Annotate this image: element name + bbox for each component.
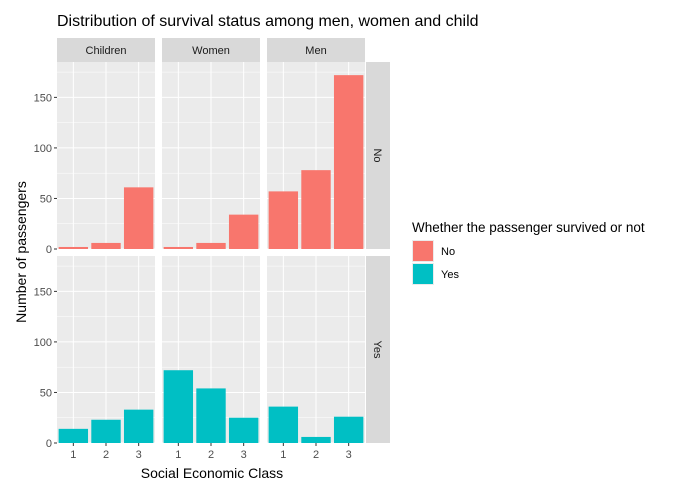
bar-children-no-class-1 [58,246,89,249]
y-tick-label: 0 [46,244,52,256]
facet-strip-children [57,38,155,62]
panels: Children Women Men No Yes 0 50 100 150 0 50 100 150 1… [34,38,390,461]
legend-label-yes: Yes [441,269,459,281]
legend-swatch-yes [413,264,433,284]
x-tick-label: 1 [280,449,286,461]
x-tick-label: 1 [70,449,76,461]
bar-children-no-class-2 [91,242,121,249]
x-tick-label: 1 [175,449,181,461]
x-tick-label: 2 [103,449,109,461]
bar-men-no-class-2 [301,170,331,249]
x-tick-label: 2 [313,449,319,461]
facet-strip-no [366,62,390,249]
y-tick-label: 150 [34,286,52,298]
facet-strip-women [162,38,260,62]
y-tick-label: 0 [46,438,52,450]
chart-title: Distribution of survival status among me… [57,13,479,30]
bar-men-yes-class-2 [301,436,331,443]
y-tick-label: 50 [40,387,52,399]
bar-children-yes-class-1 [58,428,89,443]
facet-label-women: Women [192,45,230,57]
y-tick-label: 100 [34,143,52,155]
x-tick-label: 3 [346,449,352,461]
facet-label-yes: Yes [371,341,383,359]
bar-men-yes-class-3 [333,416,364,443]
facet-label-no: No [371,148,383,162]
bar-women-yes-class-2 [196,388,226,443]
y-axis-title: Number of passengers [13,181,29,323]
facet-strip-men [267,38,365,62]
facet-strip-yes [366,256,390,443]
bar-men-no-class-3 [333,75,364,250]
bar-women-no-class-1 [163,246,194,249]
x-tick-label: 2 [208,449,214,461]
bar-women-no-class-3 [228,214,259,249]
bar-children-yes-class-2 [91,419,121,443]
y-tick-label: 100 [34,337,52,349]
x-axis-title: Social Economic Class [141,465,283,481]
legend-label-no: No [441,246,455,258]
x-tick-label: 3 [136,449,142,461]
y-tick-label: 50 [40,193,52,205]
bar-men-yes-class-1 [268,406,299,443]
legend: Whether the passenger survived or not No… [412,220,645,285]
facet-label-children: Children [86,45,127,57]
bar-children-yes-class-3 [123,409,154,443]
x-tick-label: 3 [241,449,247,461]
facet-label-men: Men [305,45,326,57]
bar-men-no-class-1 [268,191,299,249]
legend-swatch-no [413,241,433,261]
bar-women-yes-class-1 [163,370,194,443]
bar-women-no-class-2 [196,242,226,249]
y-tick-label: 150 [34,92,52,104]
bar-children-no-class-3 [123,187,154,249]
legend-title: Whether the passenger survived or not [412,220,645,235]
bar-women-yes-class-3 [228,417,259,443]
